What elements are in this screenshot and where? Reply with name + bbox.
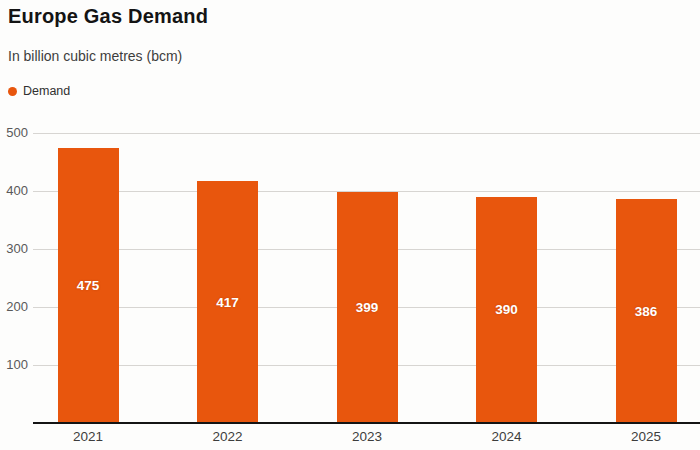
x-axis-tick-label: 2025 — [601, 429, 691, 444]
x-axis-tick-label: 2023 — [322, 429, 412, 444]
bar-2022: 417 — [197, 181, 258, 423]
x-axis-tick-label: 2022 — [183, 429, 273, 444]
x-axis-tick-label: 2024 — [462, 429, 552, 444]
chart-title: Europe Gas Demand — [8, 5, 208, 28]
legend-label: Demand — [23, 84, 70, 98]
bar-value-label: 475 — [77, 278, 100, 293]
bar-2021: 475 — [58, 148, 119, 424]
chart-figure: Europe Gas Demand In billion cubic metre… — [0, 0, 700, 450]
y-axis-tick-label: 300 — [0, 241, 28, 257]
chart-subtitle: In billion cubic metres (bcm) — [8, 48, 182, 64]
x-axis-line — [33, 422, 700, 424]
bar-2024: 390 — [476, 197, 537, 423]
bar-value-label: 417 — [216, 295, 239, 310]
gridline-y-500 — [33, 133, 700, 134]
bar-value-label: 399 — [356, 300, 379, 315]
y-axis-tick-label: 500 — [0, 125, 28, 141]
x-axis-tick-label: 2021 — [43, 429, 133, 444]
y-axis-tick-label: 100 — [0, 357, 28, 373]
bar-2023: 399 — [337, 192, 398, 423]
y-axis-tick-label: 200 — [0, 299, 28, 315]
legend-marker-icon — [8, 87, 17, 96]
y-axis-tick-label: 400 — [0, 183, 28, 199]
bar-value-label: 386 — [635, 304, 658, 319]
bar-value-label: 390 — [495, 302, 518, 317]
legend: Demand — [8, 84, 70, 98]
bar-2025: 386 — [616, 199, 677, 423]
